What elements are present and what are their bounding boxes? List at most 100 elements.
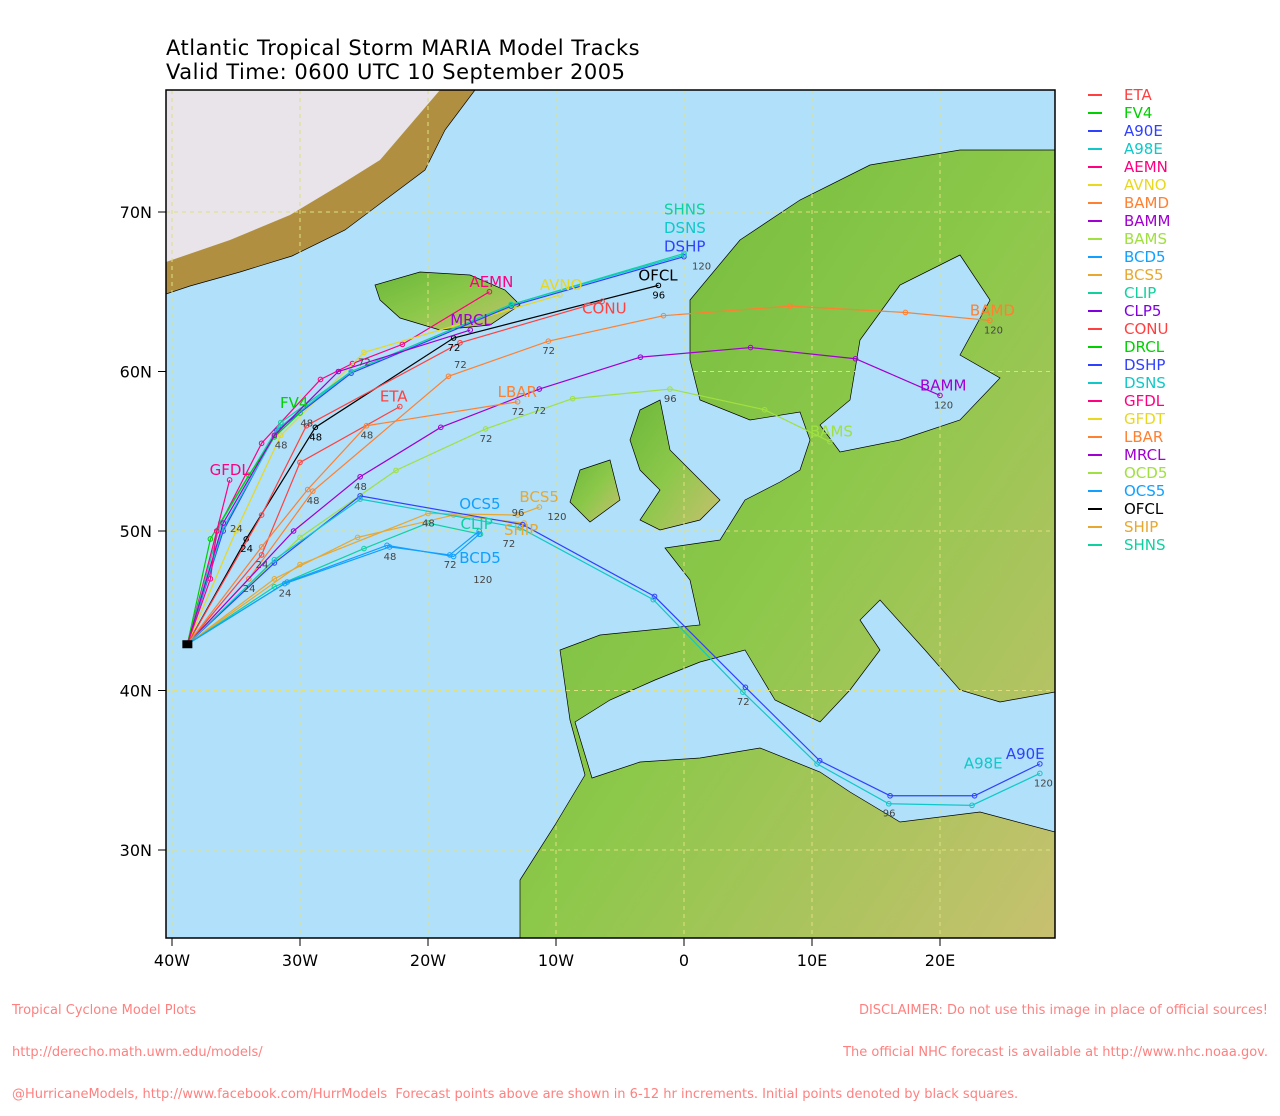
- forecast-hour-label: 120: [692, 262, 711, 273]
- legend-label: GFDT: [1124, 410, 1165, 428]
- tick-label-lon: 10W: [538, 951, 574, 970]
- tick-label-lon: 0: [679, 951, 689, 970]
- forecast-hour-label: 24: [230, 524, 243, 535]
- track-end-label: MRCL: [450, 311, 492, 329]
- legend-swatch: [1088, 364, 1102, 366]
- legend-swatch: [1088, 454, 1102, 456]
- forecast-point: [246, 576, 252, 582]
- forecast-point: [258, 552, 265, 558]
- legend-swatch: [1088, 346, 1102, 348]
- valid-time: Valid Time: 0600 UTC 10 September 2005: [166, 60, 626, 84]
- forecast-point: [747, 344, 754, 351]
- legend-label: GFDL: [1124, 392, 1165, 410]
- forecast-point: [425, 520, 431, 526]
- track-line: [186, 479, 231, 645]
- legend-item-dshp: DSHP: [1088, 356, 1170, 374]
- forecast-hour-label: 24: [243, 584, 256, 595]
- forecast-hour-label: 120: [1034, 778, 1053, 789]
- legend-label: OFCL: [1124, 500, 1164, 518]
- forecast-point: [357, 493, 363, 499]
- legend-item-bcs5: BCS5: [1088, 266, 1170, 284]
- track-end-label: DSHP: [664, 238, 705, 256]
- forecast-point: [399, 341, 406, 348]
- legend-label: BCS5: [1124, 266, 1164, 284]
- legend-label: A90E: [1124, 122, 1163, 140]
- forecast-point: [545, 338, 552, 344]
- track-line: [186, 388, 831, 645]
- track-conu: [186, 298, 605, 645]
- legend-label: ETA: [1124, 86, 1152, 104]
- legend-swatch: [1088, 94, 1102, 96]
- forecast-point: [1037, 770, 1043, 777]
- forecast-point: [660, 312, 667, 319]
- forecast-point: [651, 593, 658, 600]
- track-bamm: [186, 344, 943, 645]
- legend-item-bamm: BAMM: [1088, 212, 1170, 230]
- forecast-point: [569, 395, 576, 402]
- track-line: [186, 256, 685, 645]
- legend-label: CLIP: [1124, 284, 1157, 302]
- legend-swatch: [1088, 400, 1102, 402]
- forecast-point: [361, 545, 367, 552]
- legend-item-bamd: BAMD: [1088, 194, 1170, 212]
- forecast-hour-label: 48: [307, 496, 320, 507]
- forecast-point: [271, 560, 278, 566]
- legend-swatch: [1088, 274, 1102, 276]
- tick-label-lat: 50N: [120, 522, 152, 541]
- track-end-label: BAMS: [810, 423, 853, 441]
- tick-label-lon: 10E: [797, 951, 827, 970]
- track-end-label: AEMN: [469, 273, 513, 291]
- legend-label: FV4: [1124, 104, 1153, 122]
- forecast-point: [258, 512, 265, 518]
- legend-swatch: [1088, 292, 1102, 294]
- forecast-point: [284, 579, 291, 585]
- legend-label: LBAR: [1124, 428, 1164, 446]
- tick-label-lon: 20E: [925, 951, 955, 970]
- track-line: [186, 329, 471, 645]
- legend-item-ship: SHIP: [1088, 518, 1170, 536]
- track-end-label: LBAR: [498, 383, 537, 401]
- forecast-hour-label: 72: [448, 343, 461, 354]
- forecast-hour-label: 48: [361, 431, 374, 442]
- legend-item-eta: ETA: [1088, 86, 1170, 104]
- forecast-point: [349, 360, 356, 367]
- tick-label-lon: 40W: [154, 951, 190, 970]
- track-line: [186, 412, 301, 645]
- forecast-hour-label: 48: [309, 432, 322, 443]
- forecast-hour-label: 120: [473, 575, 492, 586]
- forecast-point: [271, 556, 278, 563]
- legend-item-bams: BAMS: [1088, 230, 1170, 248]
- forecast-point: [271, 432, 278, 439]
- legend-swatch: [1088, 130, 1102, 132]
- legend-swatch: [1088, 310, 1102, 312]
- legend-swatch: [1088, 238, 1102, 240]
- track-a98e: [186, 496, 1043, 809]
- initial-point-marker: [182, 640, 193, 649]
- legend-label: AVNO: [1124, 176, 1167, 194]
- track-end-label: GFDL: [210, 461, 251, 479]
- forecast-point: [438, 424, 444, 431]
- tick-label-lon: 20W: [410, 951, 446, 970]
- baltic-sea: [819, 254, 1001, 453]
- track-line: [186, 305, 990, 645]
- forecast-hour-label: 24: [240, 544, 253, 555]
- nhc-note: The official NHC forecast is available a…: [843, 1045, 1268, 1060]
- forecast-point: [226, 477, 233, 483]
- track-line: [187, 506, 540, 645]
- forecast-hour-label: 72: [480, 434, 493, 445]
- legend-label: BAMD: [1124, 194, 1170, 212]
- forecast-point: [335, 368, 342, 375]
- legend-swatch: [1088, 526, 1102, 528]
- forecast-point: [271, 584, 278, 590]
- forecast-point: [536, 386, 543, 392]
- track-bamd: [186, 303, 993, 645]
- legend-label: CLP5: [1124, 302, 1162, 320]
- legend-swatch: [1088, 490, 1102, 492]
- forecast-point: [357, 496, 363, 502]
- legend-item-fv4: FV4: [1088, 104, 1170, 122]
- forecast-point: [348, 368, 355, 375]
- forecast-hour-label: 72: [444, 560, 457, 571]
- track-end-label: SHIP: [504, 521, 538, 539]
- legend-item-gfdt: GFDT: [1088, 410, 1170, 428]
- forecast-point: [969, 802, 975, 809]
